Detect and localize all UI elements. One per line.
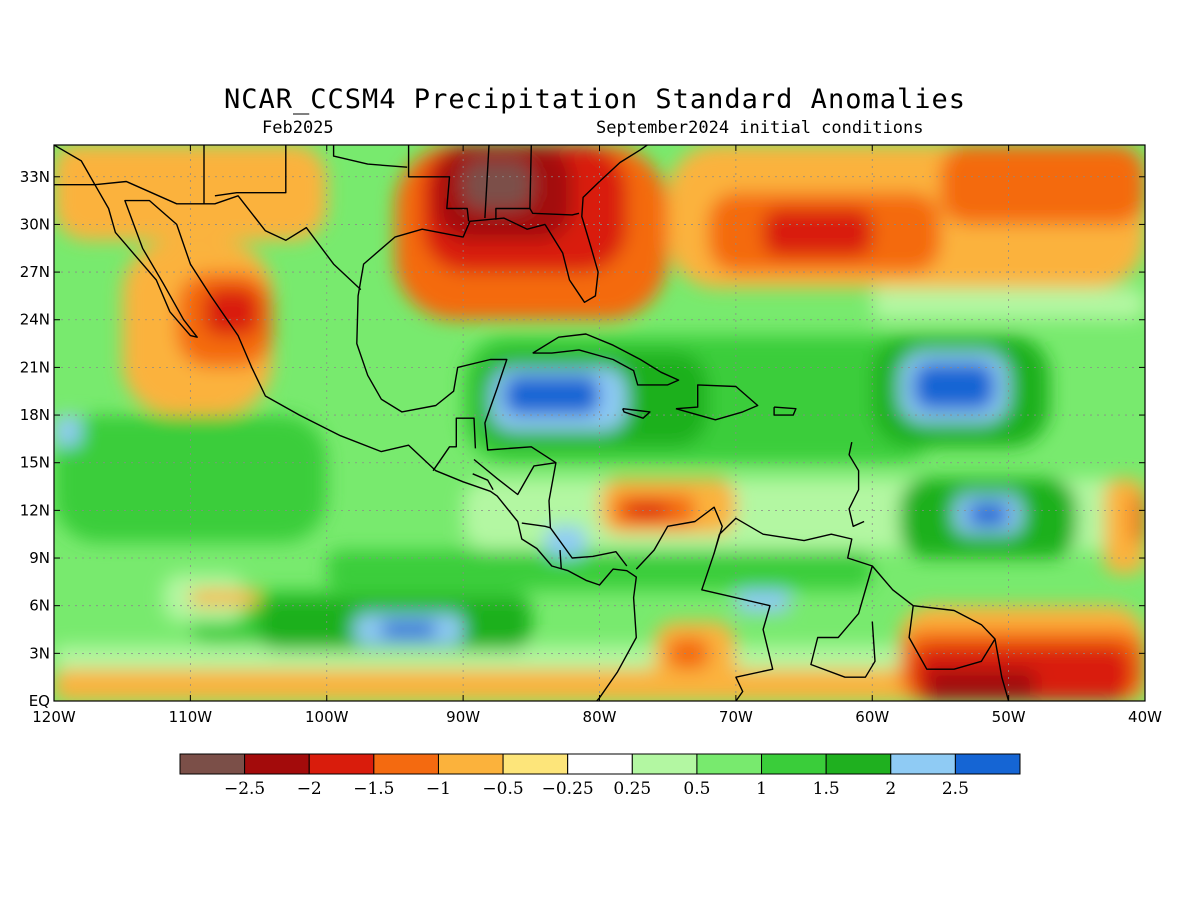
- lat-tick-label: EQ: [29, 692, 50, 710]
- longitude-axis: 120W 110W 100W 90W 80W 70W 60W 50W 40W: [32, 145, 1162, 726]
- colorbar-swatch: [761, 753, 827, 775]
- outline-central-am-borders-3: [473, 458, 557, 496]
- lon-tick-label: 50W: [992, 708, 1026, 726]
- outline-sa-interior-3: [908, 605, 996, 670]
- colorbar-label: −0.5: [482, 779, 523, 799]
- outline-north-america: [54, 145, 637, 701]
- lat-tick-label: 21N: [20, 358, 50, 376]
- anomaly-region-26: [54, 145, 191, 209]
- outline-central-am-borders-4: [521, 522, 551, 529]
- colorbar-label: −1.5: [353, 779, 394, 799]
- colorbar-label: −1: [426, 779, 451, 799]
- lat-tick-label: 12N: [20, 501, 50, 519]
- colorbar-label: −0.25: [542, 779, 594, 799]
- lon-tick-label: 40W: [1128, 708, 1162, 726]
- outline-central-am-borders-5: [559, 550, 562, 570]
- outline-us-states-6: [529, 208, 580, 216]
- colorbar-swatch: [631, 753, 698, 775]
- anomaly-region-47: [667, 637, 709, 670]
- lon-tick-label: 60W: [855, 708, 889, 726]
- anomaly-region-35: [940, 145, 1145, 225]
- colorbar-swatch: [308, 753, 375, 775]
- lat-tick-label: 24N: [20, 311, 50, 329]
- anomaly-region-45: [1131, 494, 1145, 543]
- colorbar-label: 0.25: [613, 779, 651, 799]
- lat-tick-label: 18N: [20, 406, 50, 424]
- outline-sa-interior: [701, 553, 774, 701]
- colorbar-swatch: [179, 753, 246, 775]
- colorbar-swatch: [825, 753, 892, 775]
- outline-lesser-antilles: [848, 441, 865, 527]
- lon-tick-label: 120W: [32, 708, 76, 726]
- anomaly-region-49: [190, 589, 259, 606]
- anomaly-field: [54, 145, 1145, 701]
- outline-us-states-5: [495, 145, 532, 220]
- lat-tick-label: 15N: [20, 454, 50, 472]
- colorbar-label: 1.5: [813, 779, 840, 799]
- lat-tick-label: 33N: [20, 168, 50, 186]
- lat-tick-label: 27N: [20, 263, 50, 281]
- anomaly-region-18: [381, 621, 436, 638]
- colorbar-swatch: [890, 753, 956, 775]
- lon-tick-label: 100W: [305, 708, 349, 726]
- lat-tick-label: 9N: [29, 549, 50, 567]
- outline-central-am-borders: [432, 417, 477, 472]
- outline-us-states-4: [484, 145, 490, 219]
- anomaly-region-16: [967, 502, 1009, 527]
- colorbar-swatch: [954, 753, 1021, 775]
- outline-gulf-coast: [356, 145, 648, 567]
- anomaly-region-20: [735, 589, 791, 614]
- lon-tick-label: 80W: [583, 708, 617, 726]
- anomaly-region-13: [913, 362, 995, 411]
- anomaly-region-10: [504, 375, 600, 416]
- latitude-axis: 33N 30N 27N 24N 21N 18N 15N 12N 9N 6N 3N EQ: [20, 168, 1145, 710]
- colorbar-swatch: [373, 753, 439, 775]
- outline-us-states-7: [332, 145, 408, 168]
- anomaly-region-24: [204, 287, 259, 336]
- anomaly-region-43: [926, 669, 1036, 701]
- outline-us-states: [214, 145, 287, 197]
- colorbar-swatch: [567, 753, 633, 775]
- outline-central-am-borders-2: [472, 473, 494, 491]
- anomaly-region-3: [326, 550, 873, 590]
- lon-tick-label: 90W: [446, 708, 480, 726]
- anomaly-region-36: [872, 287, 1145, 320]
- anomaly-region-19: [544, 526, 586, 559]
- anomaly-region-34: [763, 208, 873, 257]
- outline-sa-interior-2: [810, 565, 876, 678]
- outline-south-america: [635, 506, 1010, 701]
- lat-tick-label: 30N: [20, 215, 50, 233]
- outline-us-states-3: [407, 145, 470, 222]
- lat-tick-label: 6N: [29, 597, 50, 615]
- anomaly-region-31: [463, 160, 532, 209]
- anomaly-region-21: [54, 415, 82, 447]
- colorbar-label: 2.5: [942, 779, 969, 799]
- colorbar-swatch: [696, 753, 763, 775]
- colorbar-swatch: [244, 753, 310, 775]
- lon-tick-label: 110W: [169, 708, 213, 726]
- map-title: NCAR_CCSM4 Precipitation Standard Anomal…: [224, 84, 966, 115]
- outline-cuba: [532, 333, 680, 386]
- lat-tick-label: 3N: [29, 644, 50, 662]
- init-conditions-label: September2024 initial conditions: [596, 118, 924, 138]
- anomaly-region-39: [626, 502, 668, 519]
- colorbar: −2.5 −2 −1.5 −1 −0.5 −0.25 0.25 0.5 1 1.5 2 2.5: [179, 753, 1021, 799]
- lon-tick-label: 70W: [719, 708, 753, 726]
- colorbar-label: 2: [885, 779, 896, 799]
- valid-month-label: Feb2025: [262, 118, 334, 138]
- colorbar-label: −2: [297, 779, 322, 799]
- colorbar-label: 0.5: [683, 779, 710, 799]
- colorbar-swatch: [502, 753, 569, 775]
- outline-puerto-rico: [773, 406, 797, 416]
- colorbar-swatch: [437, 753, 504, 775]
- outline-jamaica: [622, 408, 651, 419]
- colorbar-label: −2.5: [224, 779, 265, 799]
- colorbar-label: 1: [756, 779, 767, 799]
- outline-hispaniola: [675, 384, 759, 421]
- outline-us-border: [54, 180, 362, 291]
- coastlines: [54, 145, 1010, 701]
